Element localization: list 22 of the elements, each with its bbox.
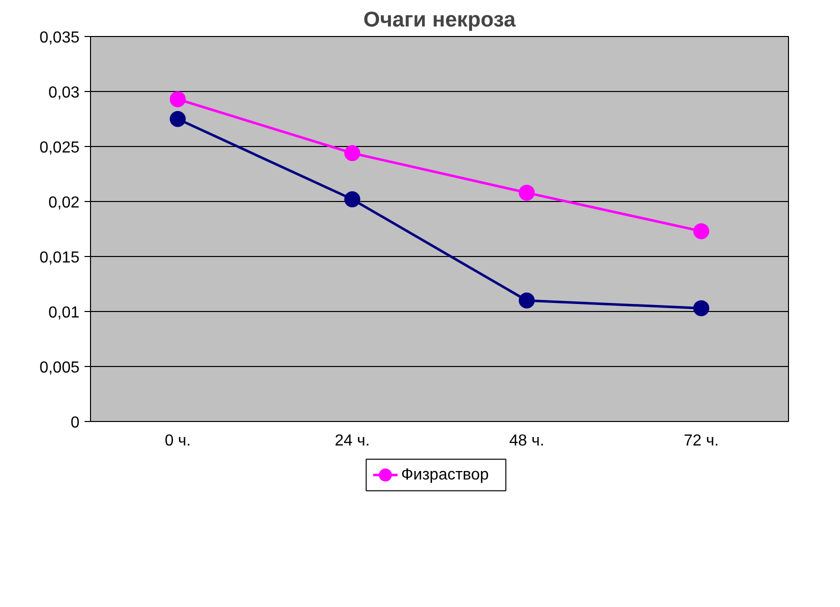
point bbox=[344, 191, 360, 208]
point bbox=[170, 111, 186, 127]
point bbox=[344, 145, 360, 162]
point bbox=[170, 91, 186, 108]
y-tick-label: 0,02 bbox=[48, 194, 80, 212]
y-tick-label: 0,03 bbox=[48, 84, 80, 102]
x-tick-label: 48 ч. bbox=[509, 432, 544, 450]
y-tick-label: 0,005 bbox=[39, 360, 80, 376]
point bbox=[693, 300, 710, 316]
y-tick-label: 0,035 bbox=[39, 30, 80, 46]
y-tick-label: 0 bbox=[70, 414, 80, 432]
point bbox=[518, 184, 535, 201]
y-tick-label: 0,01 bbox=[48, 304, 80, 322]
y-tick-label: 0,015 bbox=[39, 250, 80, 266]
point bbox=[693, 223, 710, 240]
y-tick-label: 0,025 bbox=[39, 140, 80, 156]
legend-label: Физраствор bbox=[401, 466, 489, 484]
chart-title: Очаги некроза bbox=[363, 8, 516, 32]
x-tick-label: 72 ч. bbox=[684, 432, 719, 450]
x-tick-label: 0 ч. bbox=[164, 432, 191, 450]
point bbox=[518, 292, 535, 308]
x-tick-label: 24 ч. bbox=[334, 432, 370, 450]
